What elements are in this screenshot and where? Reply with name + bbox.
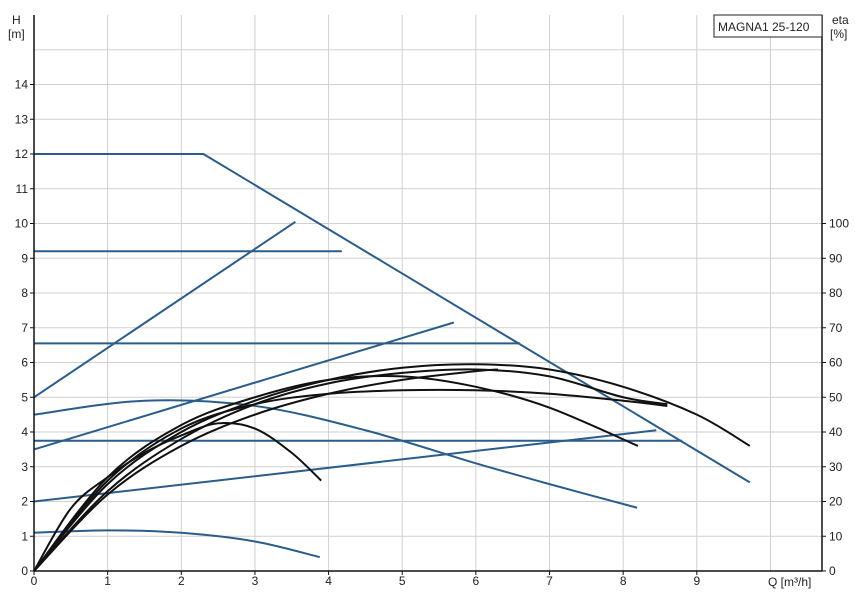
title-box: MAGNA1 25-120 <box>713 14 823 38</box>
y-left-tick-label: 6 <box>21 356 28 370</box>
y-left-tick-label: 12 <box>15 147 29 161</box>
grid <box>34 15 822 571</box>
y-right-tick-label: 100 <box>829 217 849 231</box>
y-left-tick-label: 2 <box>21 495 28 509</box>
y-left-tick-label: 3 <box>21 460 28 474</box>
y-left-tick-label: 14 <box>15 78 29 92</box>
y-left-tick-label: 9 <box>21 251 28 265</box>
y-left-tick-label: 1 <box>21 529 28 543</box>
head-curve <box>34 153 751 484</box>
y-right-tick-label: 30 <box>829 460 843 474</box>
y-right-tick-label: 50 <box>829 390 843 404</box>
y-left-label-name: H <box>12 13 21 27</box>
y-right-tick-label: 20 <box>829 495 843 509</box>
x-tick-label: 6 <box>473 574 480 588</box>
chart-title: MAGNA1 25-120 <box>718 20 810 34</box>
y-left-tick-label: 7 <box>21 321 28 335</box>
efficiency-curve <box>33 374 639 572</box>
y-right-tick-label: 90 <box>829 251 843 265</box>
head-curve <box>33 529 320 559</box>
y-left-tick-label: 5 <box>21 390 28 404</box>
head-curve <box>33 399 638 509</box>
x-tick-label: 4 <box>325 574 332 588</box>
y-right-tick-label: 80 <box>829 286 843 300</box>
y-left-label-unit: [m] <box>8 27 25 41</box>
y-left-tick-label: 8 <box>21 286 28 300</box>
y-right-label-unit: [%] <box>830 27 847 41</box>
y-right-tick-label: 40 <box>829 425 843 439</box>
x-tick-label: 0 <box>31 574 38 588</box>
x-tick-label: 3 <box>252 574 259 588</box>
y-left-tick-label: 10 <box>15 217 29 231</box>
x-tick-label: 7 <box>546 574 553 588</box>
efficiency-curve <box>33 368 668 572</box>
efficiency-curve <box>33 421 322 572</box>
efficiency-curve <box>33 363 751 572</box>
efficiency-curve <box>33 388 668 572</box>
y-right-label-name: eta <box>832 13 849 27</box>
x-axis-label: Q [m³/h] <box>768 575 811 589</box>
x-tick-label: 1 <box>104 574 111 588</box>
curves <box>33 153 751 572</box>
y-left-tick-label: 13 <box>15 112 29 126</box>
y-right-tick-label: 0 <box>829 564 836 578</box>
x-tick-label: 8 <box>620 574 627 588</box>
head-curve <box>33 429 657 503</box>
x-tick-label: 5 <box>399 574 406 588</box>
y-right-tick-label: 70 <box>829 321 843 335</box>
y-right-tick-label: 60 <box>829 356 843 370</box>
efficiency-curve <box>33 368 499 572</box>
y-left-tick-label: 0 <box>21 564 28 578</box>
axes: 0 1 2 3 4 5 6 7 8 9012345678910111213140102030405… <box>15 15 849 588</box>
head-curve <box>33 321 455 451</box>
x-tick-label: 2 <box>178 574 185 588</box>
y-left-tick-label: 11 <box>16 182 29 196</box>
head-curve <box>33 220 296 399</box>
x-tick-label: 9 <box>693 574 700 588</box>
y-right-tick-label: 10 <box>829 529 843 543</box>
y-left-tick-label: 4 <box>21 425 28 439</box>
